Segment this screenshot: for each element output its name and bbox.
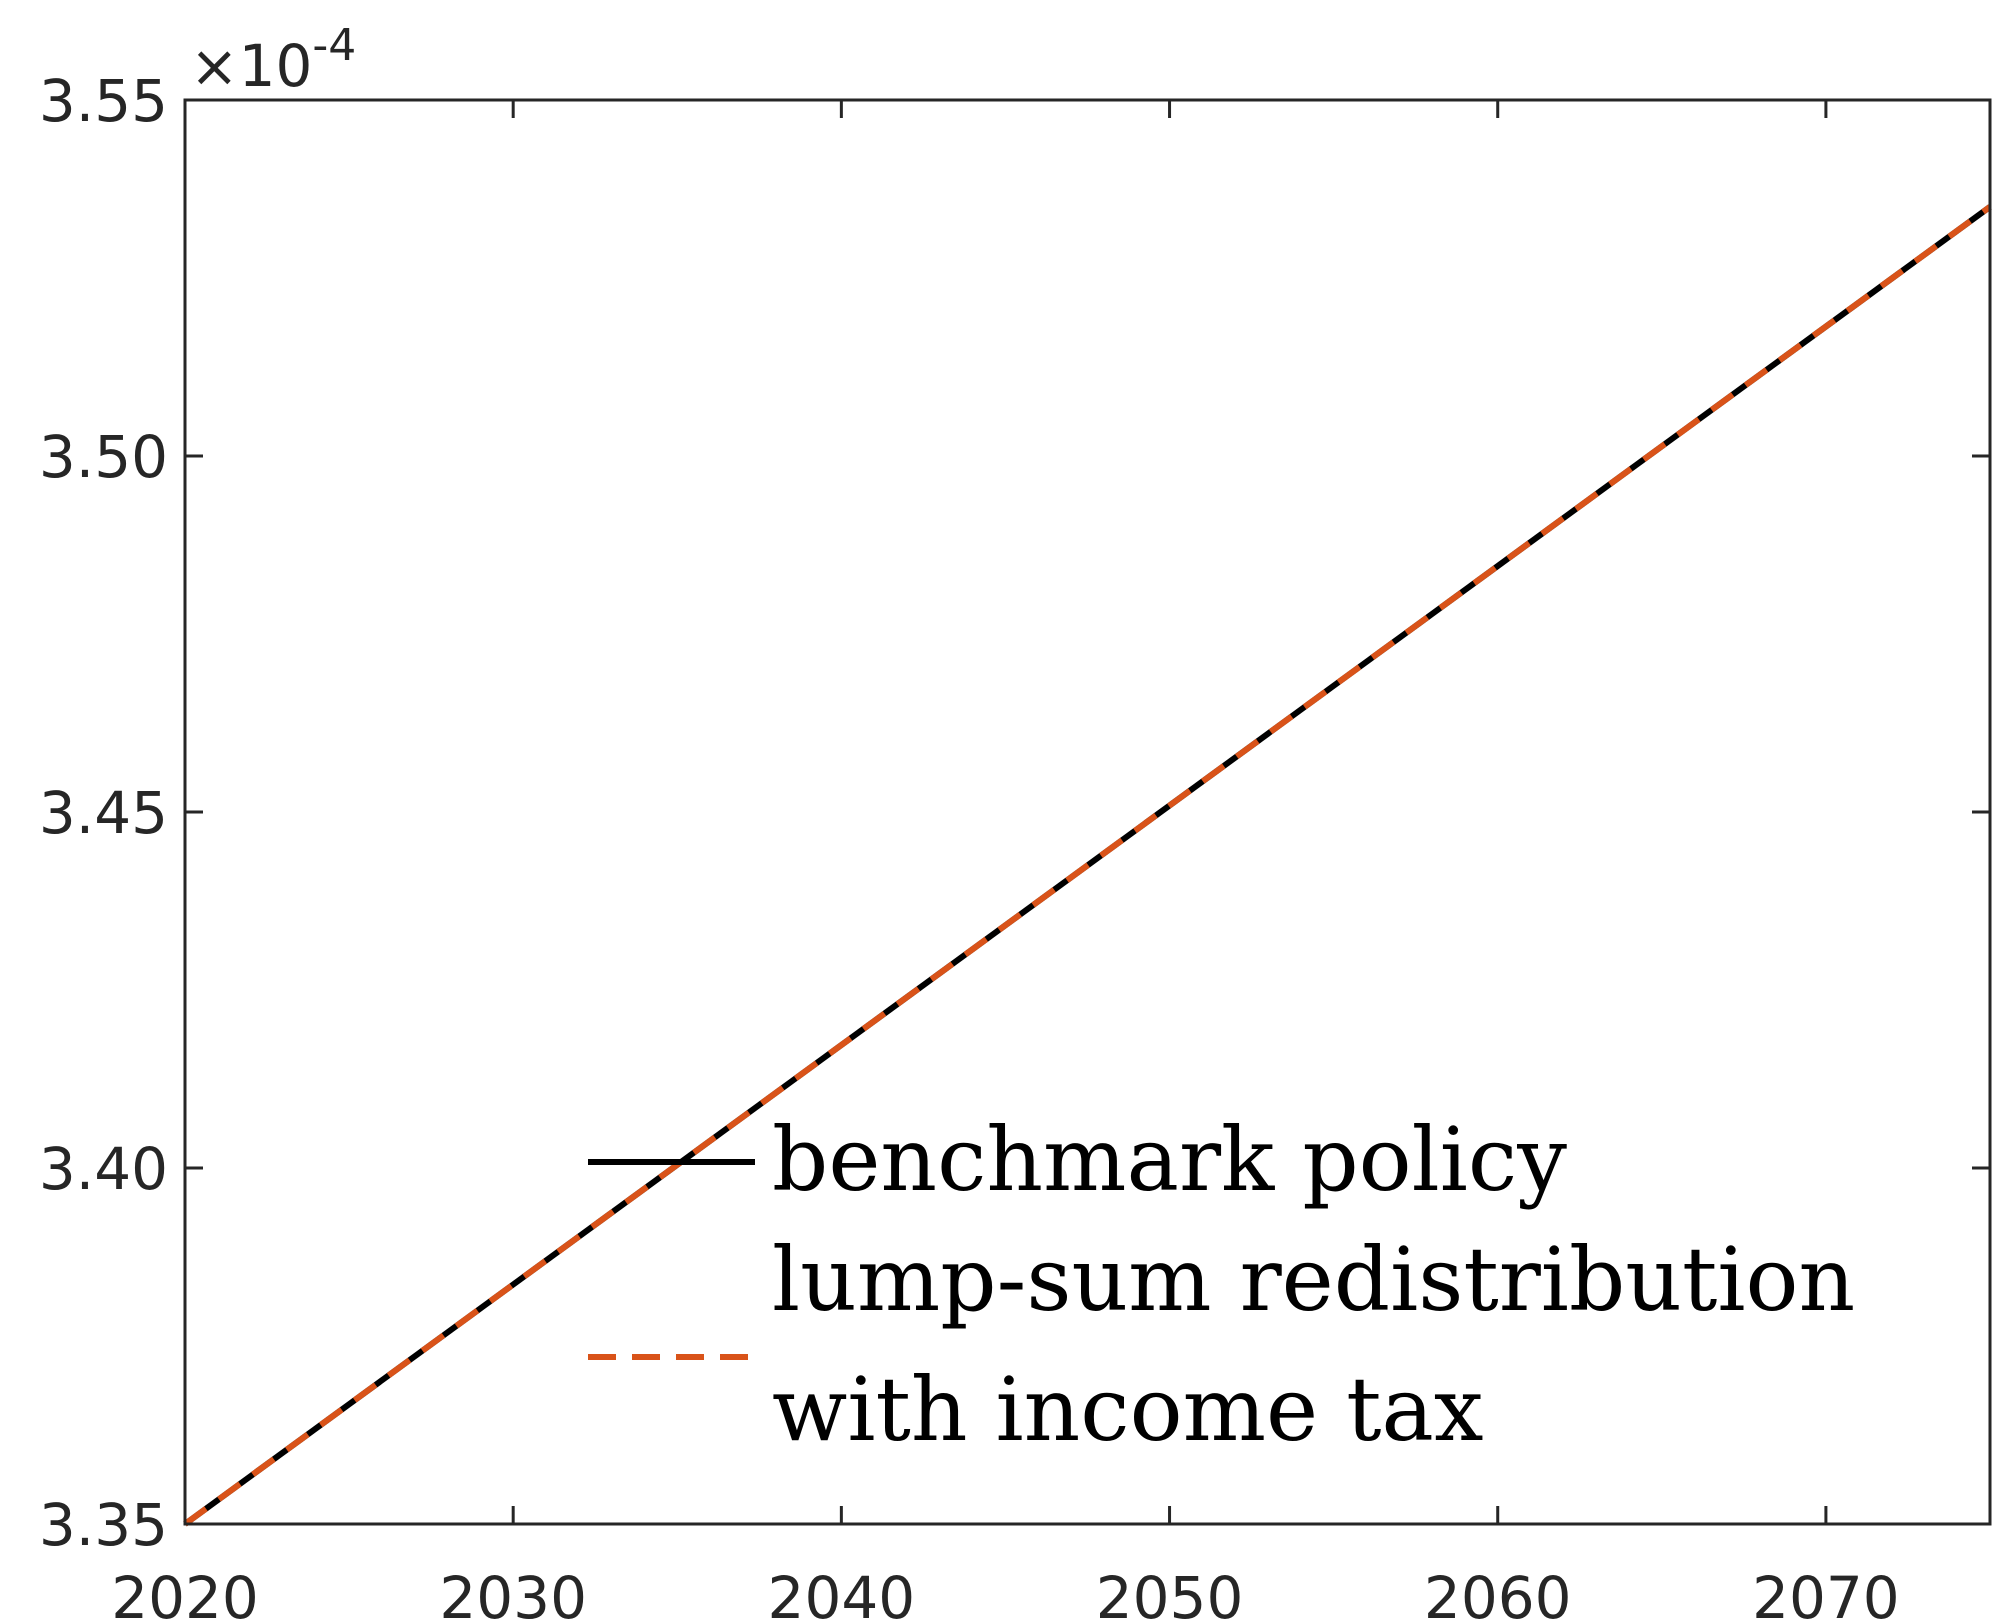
y-tick-label: 3.55 [39, 67, 168, 135]
svg-text:×10-4: ×10-4 [190, 20, 356, 100]
legend: benchmark policy lump-sum redistribution… [588, 1108, 1855, 1461]
y-tick-label: 3.40 [39, 1135, 168, 1203]
x-axis-tick-labels: 2020 2030 2040 2050 2060 2070 [111, 1564, 1900, 1622]
series-layer [183, 204, 1992, 1527]
legend-label-lump-sum-redistribution: lump-sum redistribution [772, 1228, 1855, 1331]
y-tick-label: 3.50 [39, 423, 168, 491]
legend-label-with-income-tax: with income tax [772, 1358, 1484, 1461]
x-tick-label: 2070 [1752, 1564, 1900, 1622]
y-axis-multiplier: ×10-4 [190, 20, 356, 100]
x-tick-label: 2030 [439, 1564, 587, 1622]
x-tick-label: 2040 [768, 1564, 916, 1622]
x-tick-label: 2050 [1096, 1564, 1244, 1622]
legend-label-benchmark-policy: benchmark policy [772, 1108, 1567, 1211]
y-tick-label: 3.35 [39, 1491, 168, 1559]
multiplier-base: ×10 [190, 32, 312, 100]
x-tick-label: 2060 [1424, 1564, 1572, 1622]
x-tick-label: 2020 [111, 1564, 259, 1622]
y-axis-tick-labels: 3.35 3.40 3.45 3.50 3.55 [39, 67, 168, 1559]
plot-area [185, 100, 1990, 1524]
axes-box [183, 98, 1992, 1526]
series-line-with-income-tax [183, 204, 1992, 1527]
y-tick-label: 3.45 [39, 779, 168, 847]
multiplier-exponent: -4 [312, 20, 356, 71]
